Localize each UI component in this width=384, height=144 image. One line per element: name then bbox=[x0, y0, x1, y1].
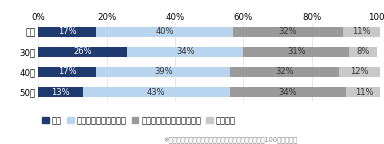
Legend: 思う, どちらかと言えば思う, どちらかと言えば思わない, 思わない: 思う, どちらかと言えば思う, どちらかと言えば思わない, 思わない bbox=[39, 113, 239, 128]
Text: ※小数点以下を四捨五入しているため、必ずしも合計が100にならない: ※小数点以下を四捨五入しているため、必ずしも合計が100にならない bbox=[163, 137, 298, 143]
Bar bbox=[38, 27, 96, 37]
Text: 32%: 32% bbox=[275, 67, 294, 76]
Bar bbox=[230, 67, 339, 77]
Bar bbox=[96, 67, 230, 77]
Bar bbox=[349, 47, 377, 57]
Bar bbox=[233, 27, 343, 37]
Text: 43%: 43% bbox=[147, 88, 166, 96]
Text: 17%: 17% bbox=[58, 67, 77, 76]
Bar bbox=[346, 87, 384, 97]
Bar bbox=[38, 47, 127, 57]
Bar bbox=[127, 47, 243, 57]
Text: 17%: 17% bbox=[58, 27, 77, 36]
Text: 40%: 40% bbox=[156, 27, 174, 36]
Bar bbox=[38, 87, 83, 97]
Text: 11%: 11% bbox=[352, 27, 371, 36]
Bar bbox=[230, 87, 346, 97]
Text: 8%: 8% bbox=[356, 47, 370, 56]
Bar bbox=[83, 87, 230, 97]
Bar bbox=[339, 67, 380, 77]
Text: 34%: 34% bbox=[278, 88, 297, 96]
Bar bbox=[96, 27, 233, 37]
Text: 34%: 34% bbox=[176, 47, 195, 56]
Text: 32%: 32% bbox=[278, 27, 297, 36]
Text: 12%: 12% bbox=[351, 67, 369, 76]
Text: 11%: 11% bbox=[356, 88, 374, 96]
Text: 39%: 39% bbox=[154, 67, 172, 76]
Text: 31%: 31% bbox=[287, 47, 306, 56]
Bar bbox=[343, 27, 380, 37]
Text: 13%: 13% bbox=[51, 88, 70, 96]
Bar bbox=[38, 67, 96, 77]
Bar bbox=[243, 47, 349, 57]
Text: 26%: 26% bbox=[73, 47, 92, 56]
